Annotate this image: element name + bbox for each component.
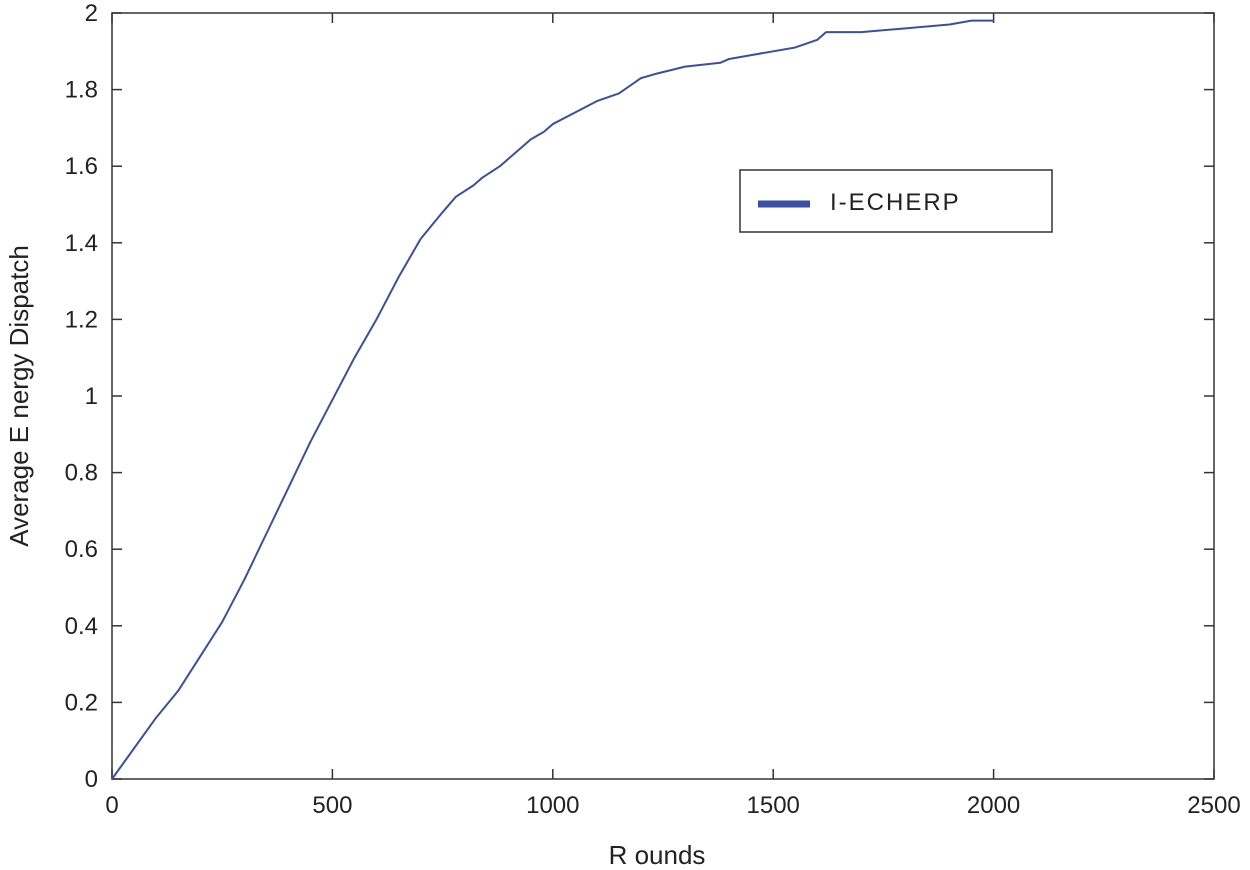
x-tick-label: 1000 xyxy=(526,792,579,819)
x-axis-title: R ounds xyxy=(609,840,706,870)
x-tick-label: 1500 xyxy=(747,792,800,819)
y-tick-label: 1.4 xyxy=(65,230,98,257)
y-tick-label: 0 xyxy=(85,766,98,793)
y-tick-label: 0.6 xyxy=(65,536,98,563)
x-axis: 0 500 1000 1500 2000 2500 xyxy=(105,13,1241,819)
y-tick-label: 1 xyxy=(85,383,98,410)
y-tick-label: 1.6 xyxy=(65,153,98,180)
y-tick-label: 0.2 xyxy=(65,689,98,716)
x-tick-label: 500 xyxy=(312,792,352,819)
legend-label-i-echerp: I-ECHERP xyxy=(830,189,961,216)
x-tick-label: 2500 xyxy=(1187,792,1240,819)
legend: I-ECHERP xyxy=(739,169,1053,233)
y-tick-label: 0.4 xyxy=(65,613,98,640)
y-tick-label: 1.2 xyxy=(65,306,98,333)
y-tick-label: 0.8 xyxy=(65,460,98,487)
y-tick-label: 1.8 xyxy=(65,77,98,104)
y-tick-label: 2 xyxy=(85,0,98,27)
series-line-i-echerp xyxy=(111,19,994,780)
x-tick-label: 2000 xyxy=(967,792,1020,819)
y-axis-title: Average E nergy Dispatch xyxy=(4,245,34,547)
y-axis: 0 0.2 0.4 0.6 0.8 1 1.2 1.4 1.6 1.8 2 xyxy=(65,0,1214,793)
series-layer xyxy=(111,19,994,780)
x-tick-label: 0 xyxy=(105,792,118,819)
plot-area-frame xyxy=(111,12,1215,780)
